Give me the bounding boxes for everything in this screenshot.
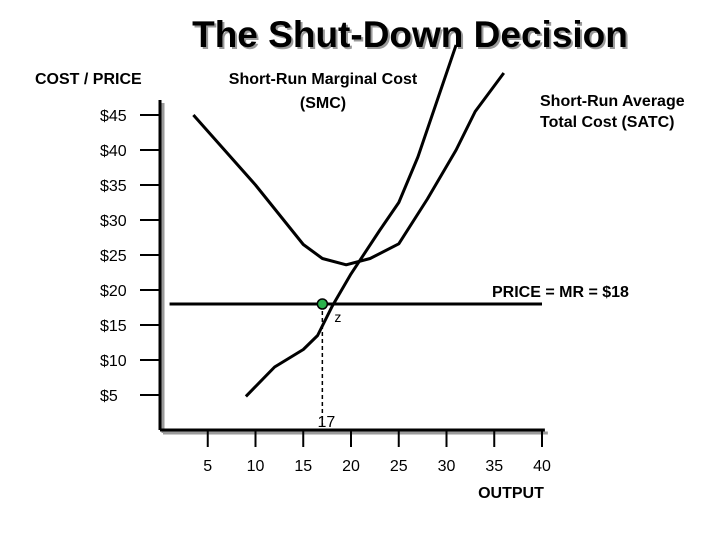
y-axis-label: COST / PRICE: [35, 71, 142, 88]
y-tick-label: $15: [100, 318, 127, 335]
y-tick-label: $40: [100, 143, 127, 160]
x-tick-label: 25: [390, 458, 408, 475]
satc-label-line2: Total Cost (SATC): [540, 114, 675, 131]
axes: [158, 100, 548, 435]
x-tick-label: 30: [438, 458, 456, 475]
smc-label-line1: Short-Run Marginal Cost: [229, 71, 418, 88]
y-tick-label: $25: [100, 248, 127, 265]
satc-curve: [192, 72, 506, 267]
satc-label-line1: Short-Run Average: [540, 93, 685, 110]
smc-curve: [244, 44, 458, 398]
intersection-point: [316, 298, 329, 310]
y-tick-label: $10: [100, 353, 127, 370]
y-tick-label: $30: [100, 213, 127, 230]
x-tick-label: 35: [485, 458, 503, 475]
price-label: PRICE = MR = $18: [492, 284, 629, 301]
y-tick-label: $20: [100, 283, 127, 300]
chart-title: The Shut-Down Decision: [192, 14, 628, 55]
smc-label-line2: (SMC): [300, 95, 346, 112]
x-tick-label: 10: [247, 458, 265, 475]
y-tick-label: $45: [100, 108, 127, 125]
curves: [169, 44, 542, 430]
labels: COST / PRICE OUTPUT Short-Run Marginal Cos…: [35, 71, 685, 502]
x-tick-label: 20: [342, 458, 360, 475]
z-label: z: [334, 309, 341, 325]
ticks: $45 $40 $35 $30 $25 $20 $15 $10 $5 5 10 15 20 25 30 35 4…: [100, 108, 551, 475]
x-tick-label: 15: [294, 458, 312, 475]
quantity-label: 17: [317, 414, 335, 431]
x-tick-label: 5: [203, 458, 212, 475]
y-tick-label: $5: [100, 388, 118, 405]
x-tick-label: 40: [533, 458, 551, 475]
y-tick-label: $35: [100, 178, 127, 195]
x-axis-label: OUTPUT: [478, 485, 544, 502]
